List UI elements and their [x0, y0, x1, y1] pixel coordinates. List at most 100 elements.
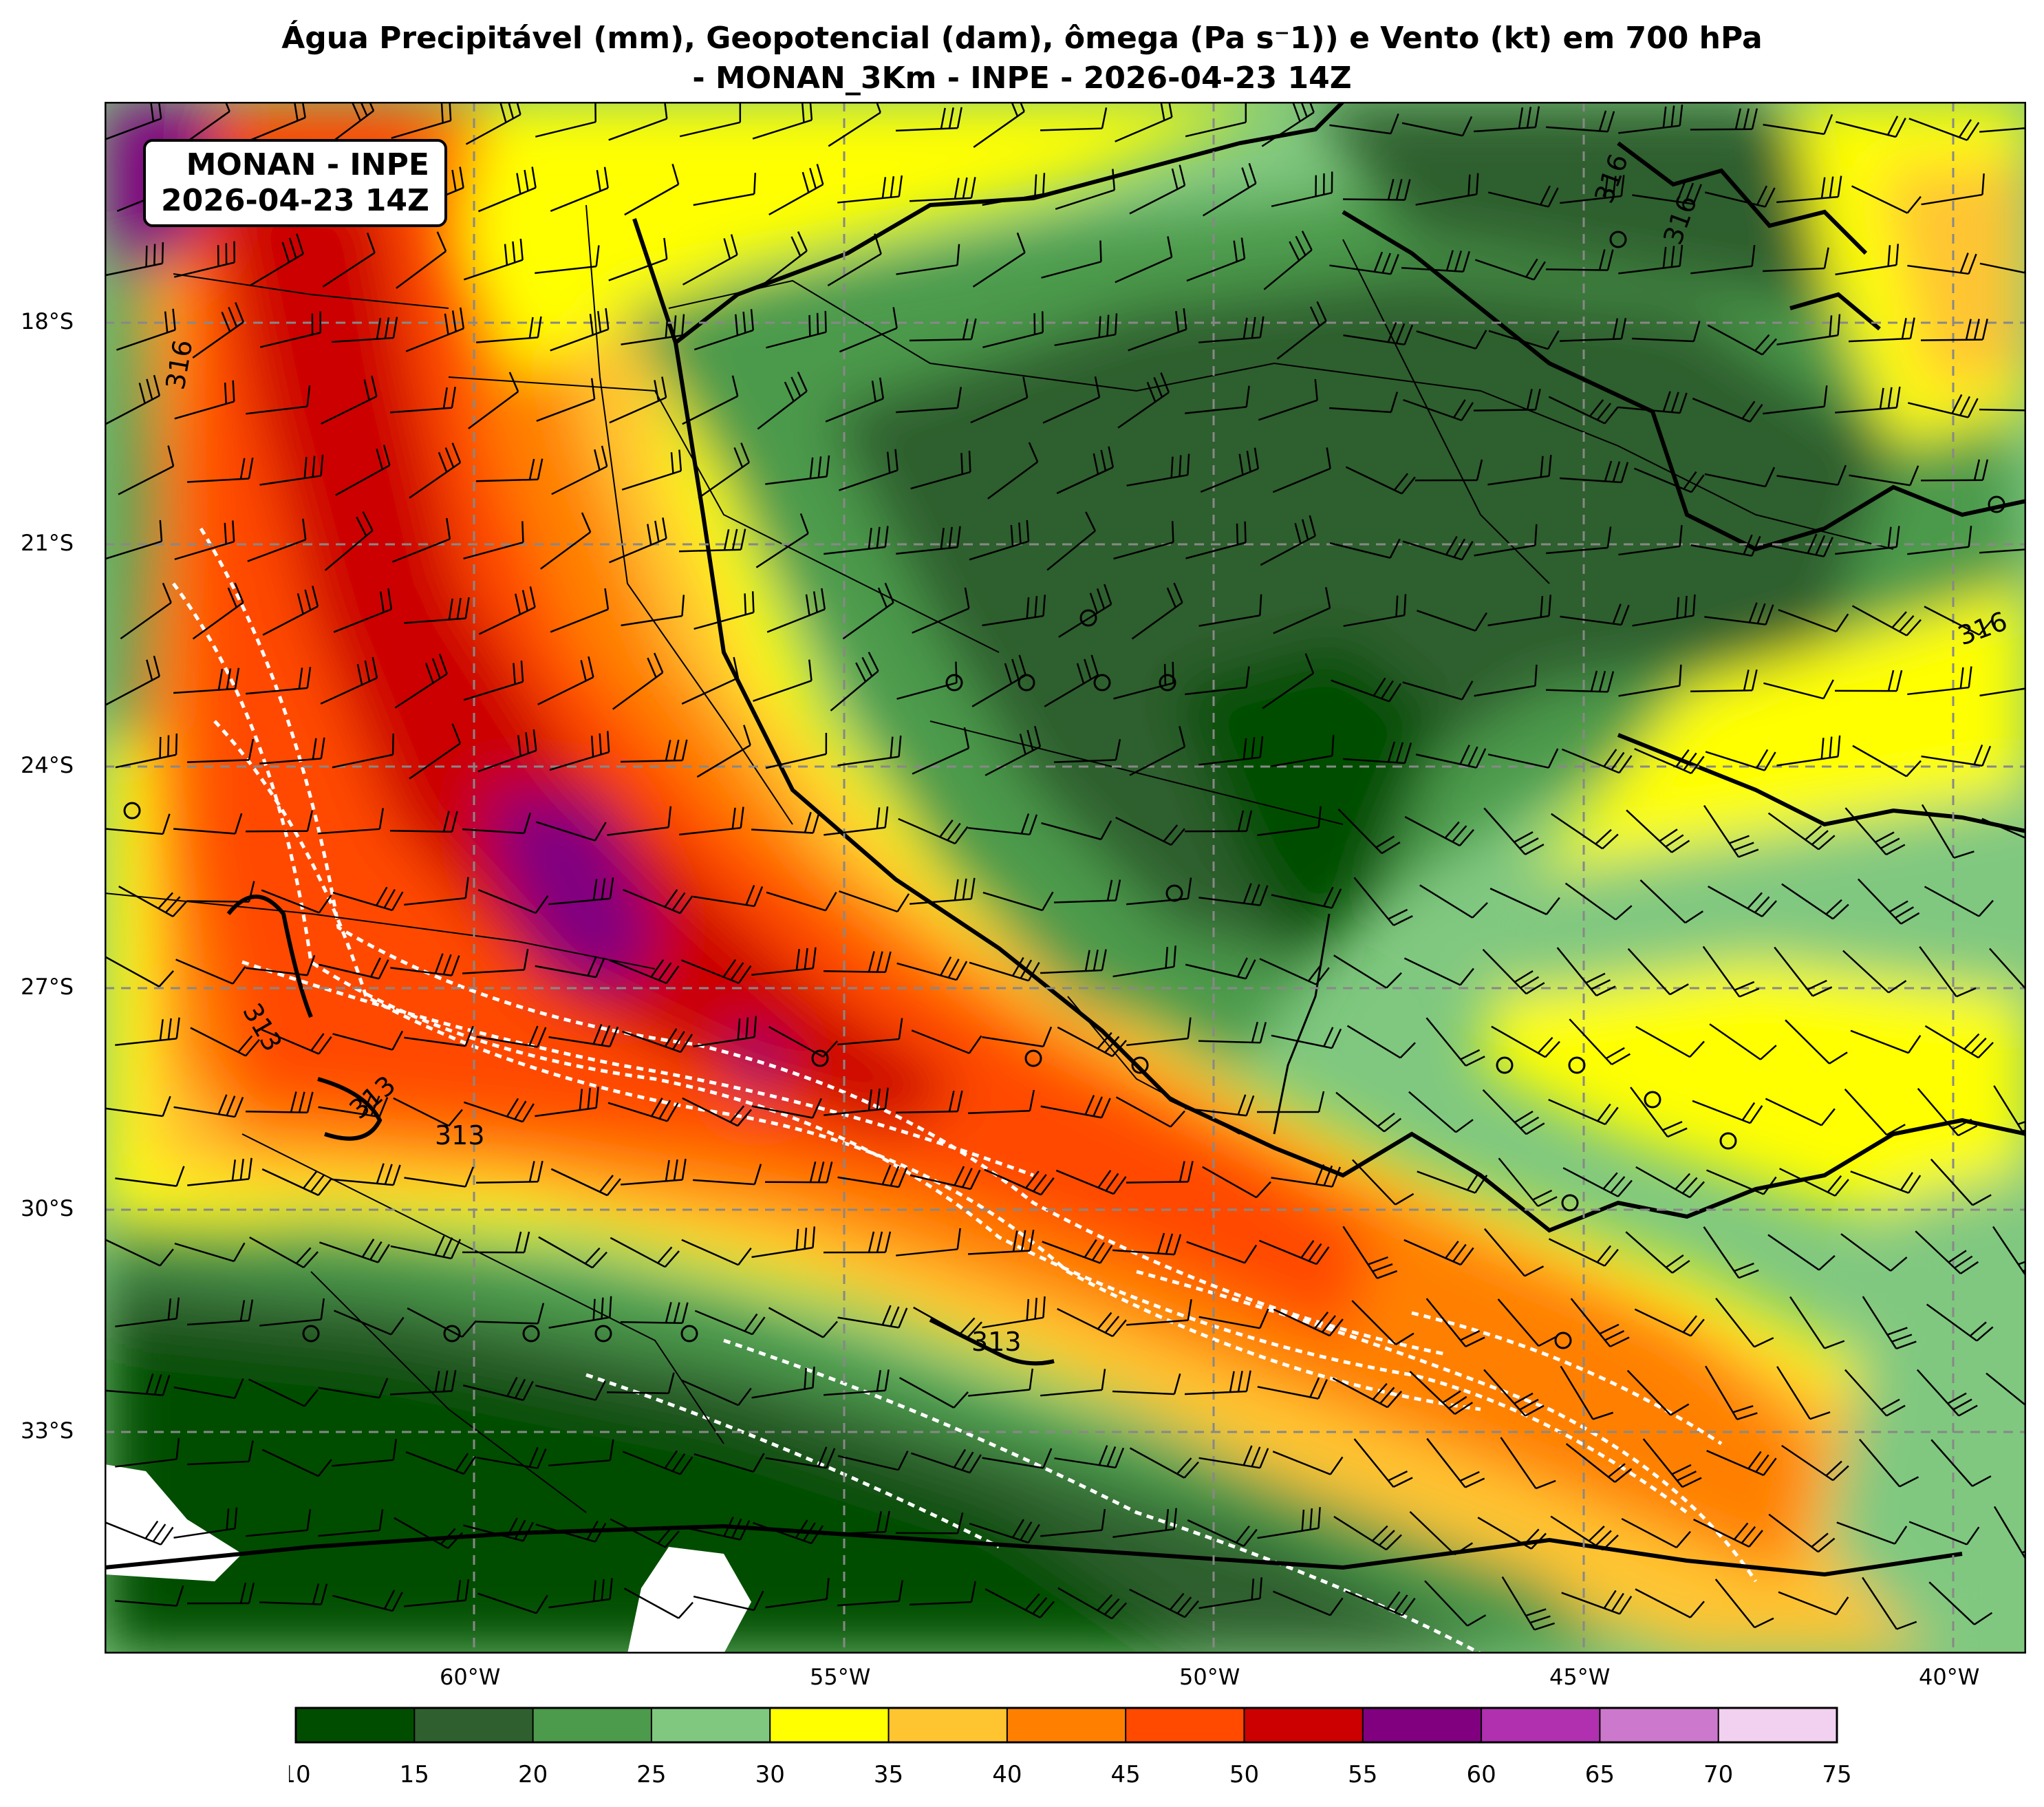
- wind-barb-feather: [1033, 313, 1036, 335]
- wind-barb: [462, 1231, 530, 1254]
- wind-barb-feather: [1251, 1579, 1255, 1600]
- wind-barb-shaft: [825, 398, 884, 423]
- wind-barb-shaft: [1924, 886, 1980, 917]
- wind-barb-shaft: [1631, 337, 1695, 343]
- wind-barb-shaft: [549, 751, 610, 771]
- wind-barb-shaft: [1487, 475, 1549, 486]
- wind-barb-feather: [378, 1097, 389, 1118]
- wind-barb-shaft: [1930, 1158, 1974, 1206]
- wind-barb: [319, 1238, 390, 1263]
- wind-barb: [1044, 654, 1099, 707]
- wind-barb-feather: [1461, 541, 1474, 560]
- wind-barb: [693, 1016, 757, 1048]
- wind-barb-feather: [1749, 1105, 1763, 1124]
- wind-barb-feather: [898, 175, 903, 197]
- wind-barb-feather: [1323, 1027, 1334, 1047]
- wind-barb-feather: [1909, 317, 1915, 339]
- wind-barb-feather: [601, 878, 606, 900]
- wind-barb-shaft: [1546, 546, 1608, 555]
- wind-barb-shaft: [105, 956, 160, 987]
- wind-barb-shaft: [259, 1601, 322, 1605]
- wind-barb-feather: [370, 957, 381, 978]
- wind-barb-shaft: [1186, 257, 1245, 282]
- wind-barb: [1907, 666, 1972, 696]
- wind-barb-feather: [175, 1166, 185, 1187]
- wind-barb-feather: [1525, 258, 1538, 278]
- wind-barb-feather: [1514, 1111, 1534, 1124]
- wind-barb-feather: [1245, 102, 1247, 122]
- wind-barb-feather: [1973, 319, 1980, 340]
- wind-barb-feather: [1741, 1102, 1756, 1121]
- wind-barb-feather: [1952, 1398, 1972, 1411]
- wind-barb-feather: [647, 524, 652, 546]
- wind-barb-feather: [1026, 1298, 1030, 1320]
- colorbar-swatch: [770, 1708, 890, 1742]
- wind-barb-feather: [522, 1380, 534, 1401]
- wind-barb-feather: [162, 582, 172, 603]
- wind-barb-feather: [290, 1091, 297, 1113]
- wind-barb-feather: [1681, 1477, 1702, 1488]
- wind-barb-feather: [1308, 1243, 1322, 1262]
- wind-barb-feather: [1602, 1535, 1619, 1551]
- wind-barb: [1402, 681, 1474, 701]
- wind-barb-feather: [1029, 814, 1038, 835]
- wind-barb-feather: [1747, 892, 1763, 910]
- wind-barb-feather: [442, 811, 450, 832]
- wind-barb-feather: [1880, 837, 1900, 850]
- wind-barb-shaft: [766, 891, 826, 912]
- wind-barb-shaft: [753, 680, 812, 702]
- wind-barb: [1632, 594, 1696, 627]
- wind-barb-shaft: [390, 1390, 452, 1396]
- wind-barb-shaft: [1129, 1588, 1185, 1618]
- wind-barb: [477, 1592, 548, 1614]
- wind-barb-feather: [1684, 182, 1695, 204]
- wind-barb: [1419, 884, 1488, 919]
- wind-barb-shaft: [898, 817, 956, 845]
- wind-barb-shaft: [969, 961, 1029, 982]
- wind-barb: [321, 375, 378, 425]
- wind-barb-shaft: [982, 1316, 1044, 1329]
- wind-barb: [607, 806, 672, 836]
- wind-barb-feather: [821, 588, 826, 610]
- wind-barb-feather: [1837, 464, 1847, 486]
- wind-barb-feather: [320, 737, 325, 759]
- wind-barb-shaft: [192, 601, 244, 640]
- wind-barb-shaft: [259, 475, 321, 486]
- wind-barb-shaft: [477, 749, 537, 773]
- wind-barb-feather: [824, 891, 837, 911]
- wind-barb: [1768, 1513, 1836, 1553]
- wind-barb-feather: [1959, 396, 1971, 416]
- wind-barb-feather: [1309, 515, 1316, 537]
- wind-barb-shaft: [1920, 339, 1983, 341]
- wind-barb-shaft: [390, 1245, 452, 1260]
- wind-barb-feather: [239, 458, 246, 480]
- wind-barb-feather: [664, 1450, 678, 1469]
- wind-barb-feather: [1104, 584, 1112, 605]
- wind-barb-shaft: [1993, 1085, 2026, 1139]
- wind-barb-feather: [1309, 1508, 1313, 1530]
- wind-barb-shaft: [679, 1526, 741, 1541]
- wind-barb-feather: [1957, 1124, 1978, 1137]
- wind-barb-feather: [1251, 1446, 1261, 1467]
- wind-barb: [1053, 879, 1121, 903]
- wind-barb: [1500, 1437, 1556, 1490]
- wind-barb: [1545, 670, 1615, 693]
- wind-barb-feather: [1372, 1263, 1393, 1272]
- wind-barb-feather: [224, 383, 227, 404]
- wind-barb-shaft: [409, 462, 461, 499]
- wind-barb-feather: [680, 1034, 693, 1053]
- wind-barb-shaft: [1849, 474, 1911, 486]
- map-panel[interactable]: 316 316 316 316 313 313 313 313: [104, 101, 2027, 1654]
- wind-barb-feather: [1112, 169, 1116, 191]
- wind-barb-feather: [753, 886, 764, 907]
- wind-barb-feather: [1173, 1373, 1181, 1395]
- wind-barb-shaft: [693, 1595, 755, 1612]
- wind-barb-shaft: [1272, 467, 1331, 493]
- wind-barb-feather: [152, 1523, 166, 1542]
- wind-barb-feather: [1733, 1522, 1749, 1541]
- wind-barb-shaft: [1345, 1590, 1403, 1616]
- wind-barb-shaft: [1630, 1087, 1668, 1137]
- wind-barb-feather: [164, 311, 169, 333]
- wind-barb: [115, 733, 178, 769]
- wind-barb-feather: [384, 317, 390, 339]
